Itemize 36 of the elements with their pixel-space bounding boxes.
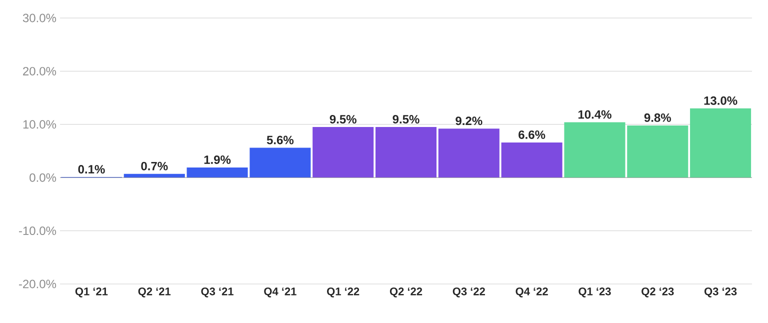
data-label: 0.7%	[141, 162, 168, 170]
bar	[312, 127, 374, 178]
bar	[375, 127, 437, 178]
x-tick-label: Q2 ‘22	[390, 288, 422, 298]
data-label: 9.5%	[330, 115, 356, 124]
bar	[690, 108, 752, 178]
data-label: 1.9%	[204, 155, 231, 164]
bar	[124, 174, 185, 178]
data-label: 10.4%	[578, 110, 612, 119]
x-tick-label: Q1 ‘22	[327, 288, 360, 298]
data-label: 6.6%	[518, 130, 546, 139]
x-tick-label: Q2 ‘23	[642, 288, 674, 298]
bar	[627, 125, 688, 178]
y-tick-label: 10.0%	[23, 120, 56, 129]
x-tick-label: Q4 ‘21	[264, 288, 296, 298]
x-tick-label: Q3 ‘23	[704, 288, 737, 298]
bar	[438, 128, 500, 178]
bar	[564, 122, 626, 178]
y-tick-label: 20.0%	[23, 66, 56, 76]
y-tick-label: -20.0%	[18, 280, 56, 288]
data-label: 9.5%	[392, 115, 420, 124]
data-label: 5.6%	[266, 136, 294, 144]
x-tick-label: Q3 ‘22	[452, 288, 485, 298]
x-tick-label: Q1 ‘23	[578, 288, 611, 298]
data-label: 9.8%	[644, 113, 671, 122]
data-label: 0.1%	[78, 165, 105, 174]
bar	[501, 142, 562, 178]
y-tick-label: 30.0%	[22, 14, 56, 22]
y-tick-label: 0.0%	[30, 173, 56, 182]
x-tick-label: Q4 ‘22	[516, 288, 548, 298]
y-tick-label: -10.0%	[18, 226, 56, 236]
data-label: 9.2%	[456, 116, 482, 126]
data-label: 13.0%	[704, 96, 738, 105]
x-tick-label: Q1 ‘21	[75, 288, 108, 298]
x-tick-label: Q2 ‘21	[138, 288, 171, 298]
x-tick-label: Q3 ‘21	[201, 288, 234, 298]
